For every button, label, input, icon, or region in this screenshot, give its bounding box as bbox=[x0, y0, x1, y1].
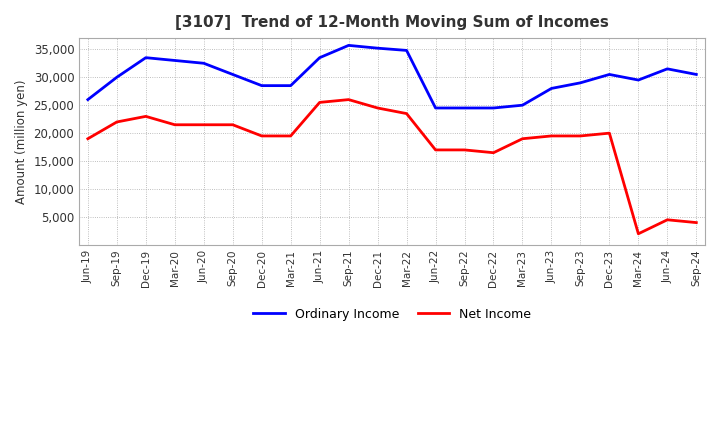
Ordinary Income bbox=[199, 61, 208, 66]
Net Income bbox=[171, 122, 179, 128]
Ordinary Income bbox=[142, 55, 150, 60]
Net Income bbox=[315, 100, 324, 105]
Legend: Ordinary Income, Net Income: Ordinary Income, Net Income bbox=[248, 303, 536, 326]
Net Income bbox=[634, 231, 643, 236]
Ordinary Income bbox=[431, 105, 440, 110]
Ordinary Income bbox=[663, 66, 672, 71]
Ordinary Income bbox=[344, 43, 353, 48]
Title: [3107]  Trend of 12-Month Moving Sum of Incomes: [3107] Trend of 12-Month Moving Sum of I… bbox=[175, 15, 609, 30]
Line: Ordinary Income: Ordinary Income bbox=[88, 45, 696, 108]
Ordinary Income bbox=[605, 72, 613, 77]
Net Income bbox=[692, 220, 701, 225]
Ordinary Income bbox=[257, 83, 266, 88]
Net Income bbox=[460, 147, 469, 153]
Net Income bbox=[287, 133, 295, 139]
Net Income bbox=[663, 217, 672, 223]
Net Income bbox=[344, 97, 353, 102]
Line: Net Income: Net Income bbox=[88, 99, 696, 234]
Net Income bbox=[576, 133, 585, 139]
Net Income bbox=[84, 136, 92, 141]
Ordinary Income bbox=[547, 86, 556, 91]
Net Income bbox=[228, 122, 237, 128]
Net Income bbox=[489, 150, 498, 155]
Ordinary Income bbox=[692, 72, 701, 77]
Ordinary Income bbox=[315, 55, 324, 60]
Net Income bbox=[257, 133, 266, 139]
Ordinary Income bbox=[576, 80, 585, 85]
Ordinary Income bbox=[373, 45, 382, 51]
Ordinary Income bbox=[171, 58, 179, 63]
Net Income bbox=[402, 111, 411, 116]
Net Income bbox=[431, 147, 440, 153]
Ordinary Income bbox=[402, 48, 411, 53]
Ordinary Income bbox=[460, 105, 469, 110]
Ordinary Income bbox=[489, 105, 498, 110]
Ordinary Income bbox=[112, 75, 121, 80]
Ordinary Income bbox=[287, 83, 295, 88]
Net Income bbox=[605, 131, 613, 136]
Net Income bbox=[373, 105, 382, 110]
Ordinary Income bbox=[634, 77, 643, 83]
Ordinary Income bbox=[228, 72, 237, 77]
Y-axis label: Amount (million yen): Amount (million yen) bbox=[15, 79, 28, 204]
Net Income bbox=[199, 122, 208, 128]
Ordinary Income bbox=[518, 103, 527, 108]
Net Income bbox=[547, 133, 556, 139]
Ordinary Income bbox=[84, 97, 92, 102]
Net Income bbox=[518, 136, 527, 141]
Net Income bbox=[142, 114, 150, 119]
Net Income bbox=[112, 119, 121, 125]
